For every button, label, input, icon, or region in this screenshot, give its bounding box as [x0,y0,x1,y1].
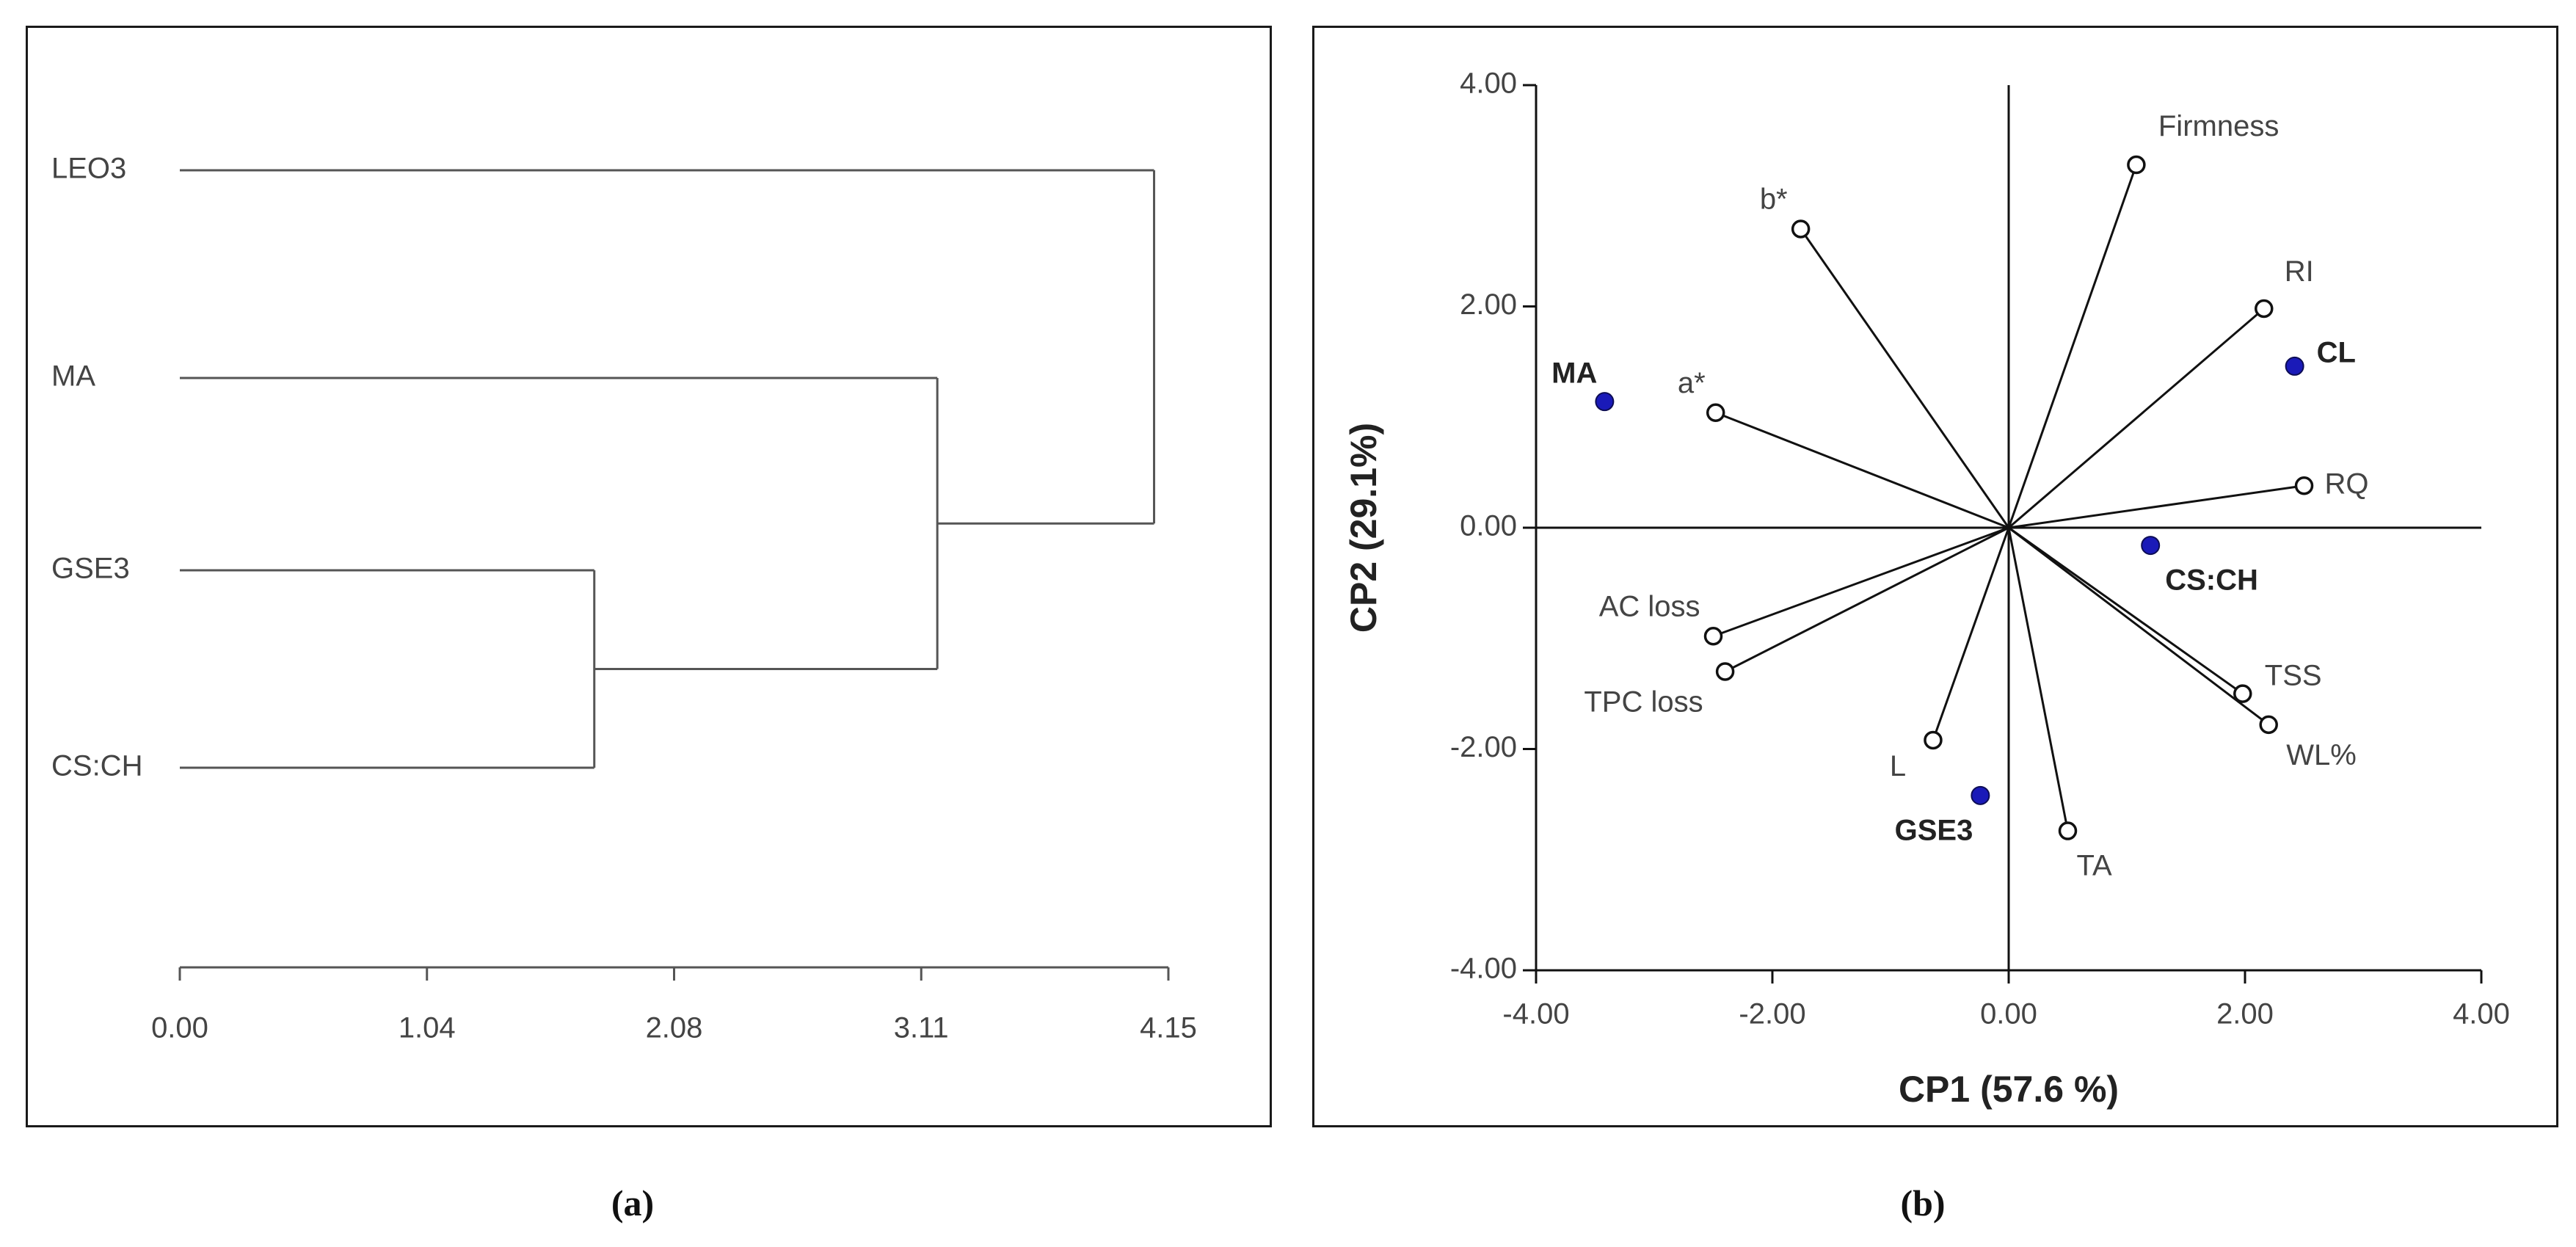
leaf-label: GSE3 [51,553,130,585]
treatment-label: CL [2317,336,2356,368]
variable-label: Firmness [2158,110,2279,142]
variable-point [1791,219,1811,239]
variable-point [2259,715,2278,735]
x-tick-label: 1.04 [399,1012,456,1044]
loading-vector [1932,527,2010,741]
y-tick-label: -4.00 [1450,953,1517,985]
x-tick-label: 3.11 [894,1012,949,1044]
variable-point [2233,684,2252,703]
x-tick-label: 2.00 [2216,998,2274,1030]
variable-point [1703,626,1723,646]
y-tick-label: 2.00 [1460,288,1517,321]
treatment-label: GSE3 [1895,814,1973,846]
treatment-point [1595,392,1615,412]
variable-point [2127,155,2146,175]
y-tick-label: 0.00 [1460,510,1517,542]
variable-label: TA [2077,850,2112,882]
x-tick-label: 4.15 [1140,1012,1197,1044]
variable-label: b* [1760,183,1788,216]
loading-vector [2008,526,2244,695]
loading-vector [1800,228,2010,528]
x-tick-label: 0.00 [1980,998,2037,1030]
variable-point [1715,662,1735,681]
x-tick-label: 2.08 [646,1012,703,1044]
loading-vector [1715,411,2009,529]
y-axis-title: CP2 (29.1%) [1343,423,1384,633]
variable-label: TSS [2265,660,2322,692]
loading-vector [1724,526,2009,673]
variable-label: RI [2285,255,2314,288]
loading-vector [2007,527,2069,832]
variable-label: L [1890,750,1906,782]
y-tick-label: -2.00 [1450,731,1517,763]
x-tick-label: -4.00 [1502,998,1569,1030]
loading-vector [2008,526,2270,726]
leaf-label: CS:CH [51,750,142,782]
leaf-label: MA [51,360,95,393]
variable-label: TPC loss [1584,686,1703,719]
variable-label: RQ [2325,468,2369,500]
variable-point [2058,821,2078,840]
dendrogram-panel [26,26,1272,1127]
treatment-label: CS:CH [2165,564,2258,597]
y-tick-label: 4.00 [1460,68,1517,100]
variable-label: WL% [2286,739,2357,771]
variable-point [1924,730,1943,750]
variable-label: a* [1678,367,1706,399]
loading-vector [2008,308,2265,529]
leaf-label: LEO3 [51,153,126,185]
variable-point [2255,299,2274,319]
caption-b: (b) [1900,1182,1946,1224]
x-tick-label: -2.00 [1739,998,1805,1030]
loading-vector [1712,526,2009,638]
variable-point [2294,476,2314,495]
x-tick-label: 4.00 [2453,998,2510,1030]
x-tick-label: 0.00 [151,1012,208,1044]
treatment-point [1971,785,1990,805]
treatment-point [2141,536,2161,556]
variable-point [1706,403,1725,422]
treatment-point [2285,356,2304,376]
loading-vector [2008,484,2304,529]
treatment-label: MA [1551,357,1597,390]
pca-biplot-panel [1312,26,2558,1127]
loading-vector [2007,164,2138,528]
x-axis-title: CP1 (57.6 %) [1899,1069,2119,1110]
caption-a: (a) [611,1182,655,1224]
variable-label: AC loss [1599,590,1700,622]
